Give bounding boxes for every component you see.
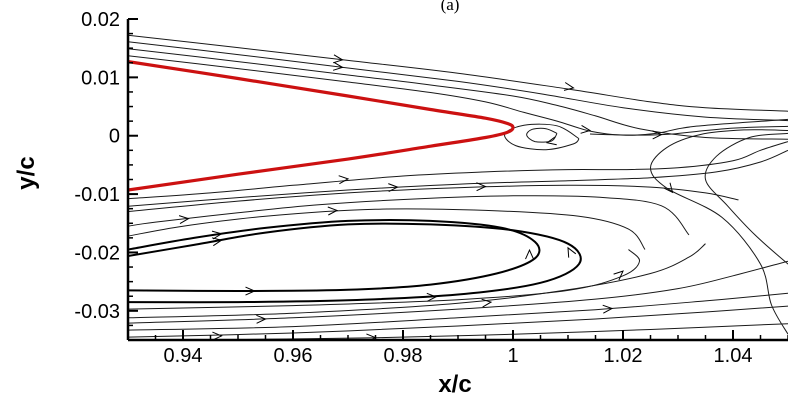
streamline	[128, 222, 582, 304]
x-tick-label: 0.96	[274, 345, 313, 367]
airfoil-surface	[128, 60, 515, 192]
streamline	[128, 149, 788, 207]
x-axis-title: x/c	[438, 371, 471, 398]
y-tick-label: 0.01	[81, 67, 120, 89]
streamline	[128, 249, 641, 310]
streamline-arrow	[426, 292, 438, 302]
streamline-arrow	[327, 206, 339, 216]
streamline	[589, 125, 788, 136]
panel-label: (a)	[441, 0, 460, 14]
streamline-arrow	[652, 130, 663, 140]
streamline-arrow	[178, 215, 190, 225]
streamline-arrow	[245, 286, 256, 296]
x-tick-label: 0.98	[384, 345, 423, 367]
streamline-arrow	[211, 237, 223, 247]
streamline-layer	[128, 34, 788, 340]
streamline	[128, 305, 788, 338]
streamline	[128, 48, 788, 140]
streamline	[128, 208, 646, 250]
y-tick-label: 0	[109, 126, 120, 148]
y-tick-label: -0.02	[74, 242, 120, 264]
streamline-arrow	[212, 331, 223, 340]
streamline-arrow	[563, 82, 575, 91]
y-axis-title: y/c	[13, 156, 40, 189]
streamline-arrow	[256, 314, 267, 324]
x-tick-label: 1.02	[604, 345, 643, 367]
streamline	[128, 55, 788, 136]
streamline-arrow	[211, 230, 223, 240]
streamline-arrow	[481, 298, 493, 308]
y-tick-label: -0.01	[74, 184, 120, 206]
streamline-arrow	[332, 61, 344, 71]
streamline	[128, 41, 788, 122]
streamline-arrow	[613, 270, 624, 281]
y-tick-label: 0.02	[81, 9, 120, 31]
streamline	[128, 260, 788, 324]
streamline	[128, 184, 739, 213]
x-tick-label: 1	[507, 345, 518, 367]
streamline	[526, 127, 558, 143]
streamline	[128, 219, 541, 293]
x-tick-label: 0.94	[164, 345, 203, 367]
y-axis-ticks: 0.02 0.01 0 -0.01 -0.02 -0.03	[74, 9, 138, 341]
streamline-arrow	[525, 248, 534, 260]
streamline	[128, 195, 690, 236]
streamline-arrow	[332, 54, 344, 64]
y-tick-label: -0.03	[74, 301, 120, 323]
streamline	[128, 243, 706, 319]
streamline	[128, 141, 788, 200]
streamline	[128, 34, 788, 112]
x-axis-ticks: 0.94 0.96 0.98 1 1.02 1.04	[127, 330, 788, 367]
streamline	[128, 292, 788, 331]
streamline-arrow	[567, 246, 577, 258]
streamline-arrow	[545, 136, 557, 146]
streamline	[704, 132, 788, 265]
streamline	[504, 123, 580, 151]
streamline-arrow	[338, 175, 350, 185]
streamline-arrow	[476, 182, 487, 192]
streamline-arrow	[602, 304, 614, 314]
streamline-arrow	[663, 182, 674, 194]
x-tick-label: 1.04	[714, 345, 753, 367]
streamline-arrow	[580, 124, 592, 134]
airfoil-surface-layer	[128, 60, 515, 192]
